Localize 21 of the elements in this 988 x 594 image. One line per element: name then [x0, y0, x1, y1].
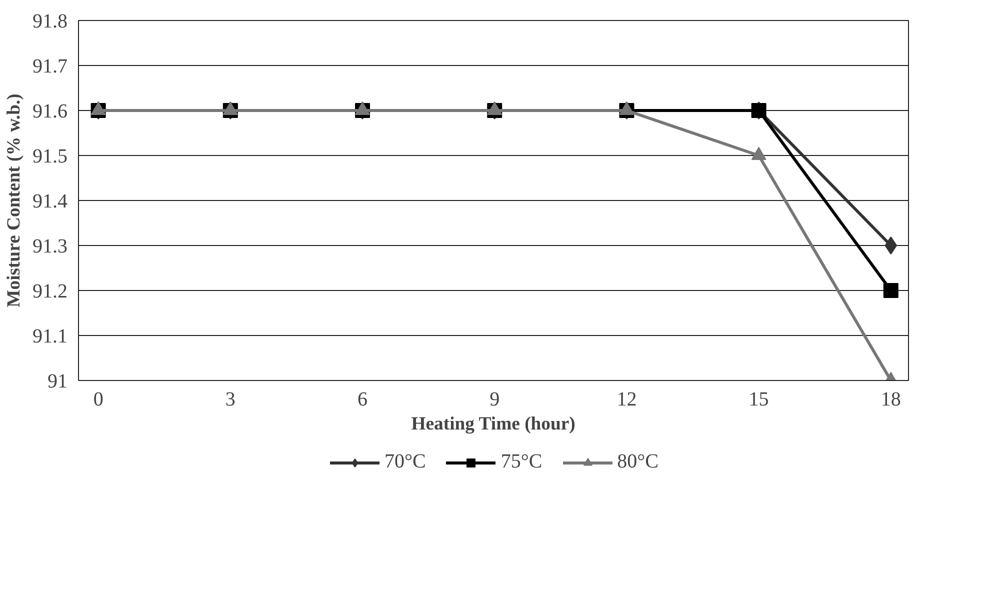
x-tick-label: 9: [490, 388, 500, 410]
x-tick-label: 3: [225, 388, 236, 410]
x-axis-title: Heating Time (hour): [411, 414, 576, 434]
y-tick-label: 91.3: [32, 236, 68, 258]
x-tick-label: 18: [880, 388, 901, 410]
y-tick-label: 91.1: [32, 326, 68, 348]
y-tick-label: 91.6: [32, 100, 68, 122]
x-tick-label: 0: [93, 388, 104, 410]
x-tick-label: 15: [748, 388, 769, 410]
y-tick-label: 91.4: [32, 190, 68, 212]
y-tick-label: 91.7: [32, 56, 68, 78]
y-axis-title: Moisture Content (% w.b.): [4, 94, 24, 308]
legend-label: 75°C: [500, 450, 542, 474]
x-tick-label: 12: [616, 388, 637, 410]
legend-label: 80°C: [617, 450, 659, 474]
x-tick-label: 6: [358, 388, 368, 410]
y-tick-label: 91.5: [32, 146, 68, 168]
legend-label: 70°C: [384, 450, 426, 474]
y-tick-label: 91.2: [32, 280, 68, 302]
y-tick-label: 91.8: [32, 10, 68, 32]
y-tick-label: 91: [48, 370, 68, 392]
